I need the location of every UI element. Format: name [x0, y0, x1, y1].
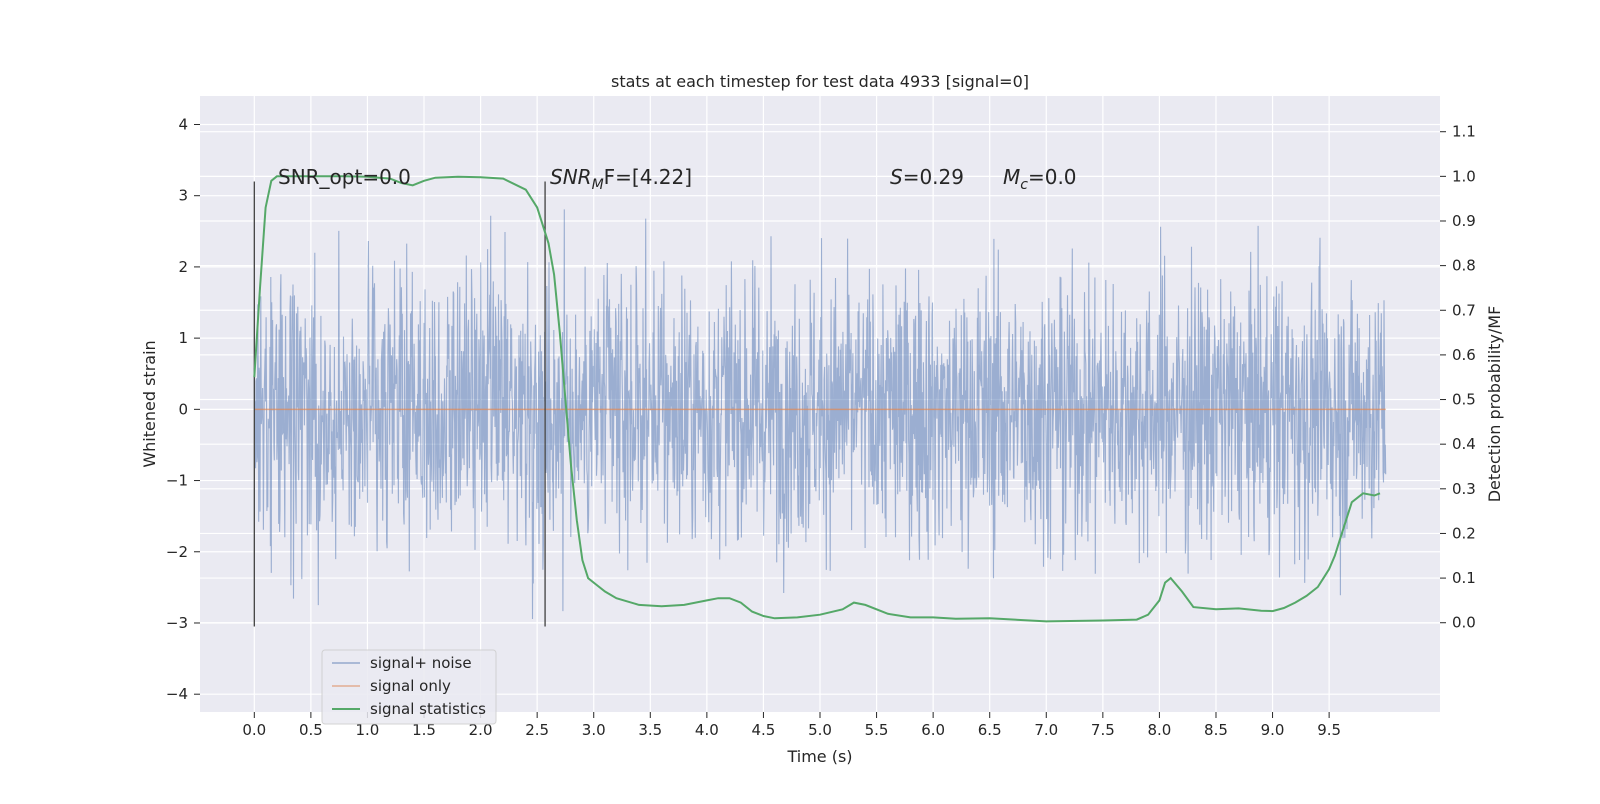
x-tick-label: 2.0 [469, 721, 493, 739]
y-right-tick-label: 0.8 [1452, 257, 1476, 275]
y-right-tick-label: 0.6 [1452, 346, 1476, 364]
signal-statistics-series [253, 175, 1381, 623]
legend-label-statistics: signal statistics [370, 700, 486, 718]
annotation-snr-mf-main: SNR [550, 165, 592, 189]
y-left-tick-label: 4 [178, 115, 188, 133]
x-tick-label: 1.0 [356, 721, 380, 739]
legend-box [321, 649, 497, 725]
x-tick-label: 0.5 [299, 721, 323, 739]
y-right-tick-label: 0.3 [1452, 480, 1476, 498]
y-left-tick-label: −4 [166, 685, 188, 703]
y-right-tick-label: 0.4 [1452, 435, 1476, 453]
x-tick-label: 4.0 [695, 721, 719, 739]
x-tick-label: 7.5 [1091, 721, 1115, 739]
y-right-tick-label: 0.0 [1452, 614, 1476, 632]
x-axis-label: Time (s) [786, 747, 852, 766]
y-right-tick-label: 0.2 [1452, 524, 1476, 542]
y-left-tick-label: −3 [166, 614, 188, 632]
y-left-tick-label: 3 [178, 187, 188, 205]
x-tick-label: 5.5 [865, 721, 889, 739]
x-tick-label: 0.0 [242, 721, 266, 739]
vline-layer [253, 181, 546, 627]
x-tick-label: 9.0 [1261, 721, 1285, 739]
chart-title: stats at each timestep for test data 493… [611, 72, 1029, 91]
x-tick-label: 8.5 [1204, 721, 1228, 739]
grid-layer [200, 96, 1440, 712]
y-left-tick-label: −2 [166, 543, 188, 561]
y-axis-label-left: Whitened strain [140, 340, 159, 467]
annotation-snr-opt: SNR_opt=0.0 [278, 165, 411, 189]
y-left-tick-label: −1 [166, 472, 188, 490]
y-right-tick-label: 0.5 [1452, 391, 1476, 409]
annotation-s-italic: S [890, 165, 903, 189]
annotation-mc-sub: c [1020, 177, 1028, 193]
annotation-mc-italic: M [1003, 165, 1020, 189]
y-right-tick-label: 1.0 [1452, 167, 1476, 185]
y-right-tick-label: 0.7 [1452, 301, 1476, 319]
legend: signal+ noise signal only signal statist… [321, 649, 497, 725]
x-tick-label: 7.0 [1034, 721, 1058, 739]
x-tick-label: 3.5 [638, 721, 662, 739]
annotation-snr-mf-sub: M [592, 177, 604, 193]
x-tick-label: 3.0 [582, 721, 606, 739]
x-tick-label: 2.5 [525, 721, 549, 739]
x-tick-label: 4.5 [752, 721, 776, 739]
x-tick-label: 6.0 [921, 721, 945, 739]
x-tick-label: 1.5 [412, 721, 436, 739]
x-tick-label: 6.5 [978, 721, 1002, 739]
x-tick-label: 9.5 [1317, 721, 1341, 739]
annotation-snr-mf-rest: F=[4.22] [604, 165, 692, 189]
noise-series [253, 209, 1387, 620]
legend-label-noise: signal+ noise [370, 654, 472, 672]
annotation-s: S=0.29 [890, 165, 964, 189]
y-left-tick-label: 2 [178, 258, 188, 276]
x-tick-label: 8.0 [1147, 721, 1171, 739]
y-left-tick-label: 1 [178, 329, 188, 347]
annotation-snr-mf: SNRMF=[4.22] [550, 165, 692, 193]
x-tick-label: 5.0 [808, 721, 832, 739]
signal-statistics-line [253, 175, 1381, 623]
legend-label-signal-only: signal only [370, 677, 451, 695]
annotation-s-rest: =0.29 [903, 165, 964, 189]
tick-layer: 0.0 0.5 1.0 1.5 2.0 2.5 3.0 3.5 4.0 4.5 5.0 5.5 6.0 6… [166, 115, 1476, 739]
y-right-tick-label: 0.1 [1452, 569, 1476, 587]
annotation-mc: Mc=0.0 [1003, 165, 1077, 193]
annotation-mc-rest: =0.0 [1028, 165, 1077, 189]
y-right-tick-label: 1.1 [1452, 123, 1476, 141]
y-axis-label-right: Detection probability/MF [1485, 306, 1504, 503]
y-right-tick-label: 0.9 [1452, 212, 1476, 230]
noise-line [253, 209, 1387, 620]
y-left-tick-label: 0 [178, 400, 188, 418]
